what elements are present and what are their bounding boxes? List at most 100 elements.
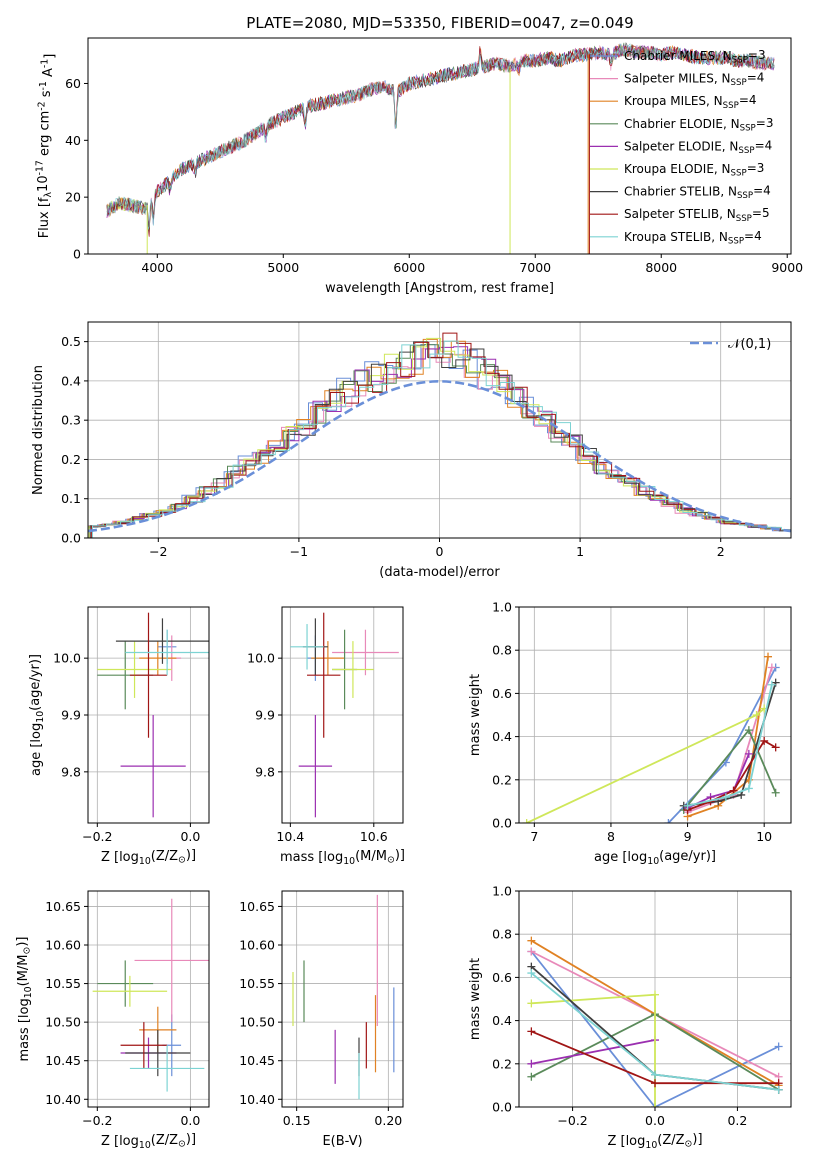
y-tick-label: 10.40 [45, 1092, 81, 1107]
y-tick-label: 0.2 [492, 772, 512, 787]
axes-mass-weight-vs-Z: −0.2 0.0 0.2 0.0 0.2 0.4 0.6 0.8 1.0 Z [log10​(Z/… [468, 884, 792, 1151]
data-point-marker [721, 793, 730, 802]
x-tick-label: 5000 [267, 260, 299, 275]
page-title: PLATE=2080, MJD=53350, FIBERID=0047, z=0… [246, 14, 633, 32]
x-tick-label: 9 [684, 829, 692, 844]
y-tick-label: 0.0 [492, 1100, 512, 1115]
y-tick-label: 10.60 [45, 938, 81, 953]
x-tick-label: 4000 [141, 260, 173, 275]
x-tick-label: 1 [576, 544, 584, 559]
legend-label: Chabrier ELODIE, NSSP​=3 [624, 116, 773, 134]
y-tick-label: 10.65 [45, 899, 81, 914]
axes-mass-vs-Z: −0.2 0.0 10.40 10.45 10.50 10.55 10.60 10.65 Z [… [15, 890, 210, 1151]
axes-frame [281, 890, 404, 1108]
axes-frame [87, 890, 210, 1108]
series-line [687, 684, 773, 807]
y-tick-label: 10.40 [239, 1092, 275, 1107]
x-axis-label: mass [log10​(M/M⊙​)] [280, 848, 405, 867]
x-tick-label: 0.0 [180, 829, 200, 844]
y-tick-label: 0.4 [492, 729, 512, 744]
legend-label: Salpeter ELODIE, NSSP​=4 [624, 138, 772, 156]
data-point-marker [744, 726, 753, 735]
y-tick-label: 0.2 [492, 1056, 512, 1071]
x-tick-label: 8 [607, 829, 615, 844]
data-point-marker [767, 663, 776, 672]
y-tick-label: 9.9 [61, 708, 81, 723]
y-tick-label: 0.5 [61, 334, 81, 349]
data-point-marker [527, 999, 536, 1008]
histogram-step [91, 340, 791, 538]
axes-mass-weight-vs-age: 7 8 9 10 0.0 0.2 0.4 0.6 0.8 1.0 age [log10​(age/y… [468, 600, 792, 867]
spectrum-legend: Chabrier MILES, NSSP​=3 Salpeter MILES, N… [590, 48, 773, 246]
axes-residuals: −2 −1 0 1 2 0.0 0.1 0.2 0.3 0.4 0.5 (data-model)/er… [31, 321, 792, 580]
data-point-marker [771, 743, 780, 752]
x-tick-label: 0.0 [180, 1113, 200, 1128]
axes-frame [518, 606, 792, 824]
data-point-marker [771, 788, 780, 797]
x-axis-label: E(B-V) [322, 1134, 362, 1149]
plot-area-mass-vs-Z [92, 898, 209, 1092]
x-axis-label: age [log10​(age/yr)] [594, 849, 716, 867]
y-axis-label: Normed distribution [31, 365, 46, 495]
y-tick-label: 0.4 [61, 373, 81, 388]
y-tick-label: 9.8 [255, 764, 275, 779]
data-point-marker [527, 1072, 536, 1081]
data-point-marker [651, 990, 659, 999]
x-tick-label: 9000 [771, 260, 803, 275]
histogram-step [89, 341, 791, 538]
x-axis-label: wavelength [Angstrom, rest frame] [325, 281, 554, 296]
x-tick-label: −0.2 [82, 829, 112, 844]
plot-area-residuals [88, 332, 791, 538]
axes-mass-vs-EBV: 0.15 0.20 10.40 10.45 10.50 10.55 10.60 10.65 E(… [239, 890, 404, 1149]
x-tick-label: −0.2 [557, 1113, 587, 1128]
x-tick-label: 7000 [519, 260, 551, 275]
y-tick-label: 40 [65, 133, 81, 148]
x-axis-label: Z [log10​(Z/Z⊙​)] [101, 848, 196, 867]
x-tick-label: 0.2 [727, 1113, 747, 1128]
plot-area-age-vs-mass [290, 612, 399, 818]
plot-area-age-vs-Z [97, 612, 209, 818]
x-tick-label: 0.15 [283, 1113, 311, 1128]
data-point-marker [664, 819, 673, 823]
legend-label: Chabrier STELIB, NSSP​=4 [624, 184, 771, 202]
data-point-marker [760, 736, 769, 745]
y-tick-label: 0.6 [492, 686, 512, 701]
y-axis-label: age [log10​(age/yr)] [28, 654, 46, 776]
y-tick-label: 10.55 [45, 976, 81, 991]
y-tick-label: 0.0 [61, 531, 81, 546]
y-tick-label: 10.65 [239, 899, 275, 914]
y-tick-label: 10.50 [239, 1015, 275, 1030]
y-axis-label: Flux [fλ​10-17​ erg cm-2​ s-1​ A-1​] [35, 54, 58, 239]
axes-frame [87, 37, 792, 255]
y-tick-label: 0.3 [61, 413, 81, 428]
y-axis-label: mass weight [468, 958, 483, 1040]
axes-age-vs-Z: −0.2 0.0 9.8 9.9 10.0 Z [log10​(Z/Z⊙​)] age [l… [28, 606, 210, 867]
legend-label: Kroupa ELODIE, NSSP​=3 [624, 161, 764, 179]
x-tick-label: 0.20 [374, 1113, 402, 1128]
y-tick-label: 1.0 [492, 600, 512, 615]
x-tick-label: 7 [530, 829, 538, 844]
y-tick-label: 9.8 [61, 764, 81, 779]
y-tick-label: 0.8 [492, 643, 512, 658]
data-point-marker [774, 1042, 783, 1051]
y-tick-label: 0.0 [492, 816, 512, 831]
legend-label: Salpeter MILES, NSSP​=4 [624, 71, 764, 89]
y-tick-label: 0 [73, 247, 81, 262]
legend-label: Chabrier MILES, NSSP​=3 [624, 48, 766, 66]
y-tick-label: 10.50 [45, 1015, 81, 1030]
x-tick-label: −2 [149, 544, 167, 559]
x-tick-label: −1 [290, 544, 308, 559]
data-point-marker [527, 969, 536, 978]
data-point-marker [527, 1027, 536, 1036]
y-axis-label: mass weight [468, 674, 483, 756]
legend-label: Kroupa MILES, NSSP​=4 [624, 93, 757, 111]
y-tick-label: 0.2 [61, 452, 81, 467]
x-tick-label: 10.6 [360, 829, 388, 844]
y-tick-label: 20 [65, 190, 81, 205]
x-tick-label: 10 [756, 829, 772, 844]
y-tick-label: 1.0 [492, 884, 512, 899]
legend-label: 𝒩(0,1) [728, 337, 771, 352]
plot-area-mass-weight-vs-Z [527, 936, 783, 1107]
plot-area-mass-vs-EBV [292, 894, 395, 1100]
y-tick-label: 10.45 [45, 1053, 81, 1068]
